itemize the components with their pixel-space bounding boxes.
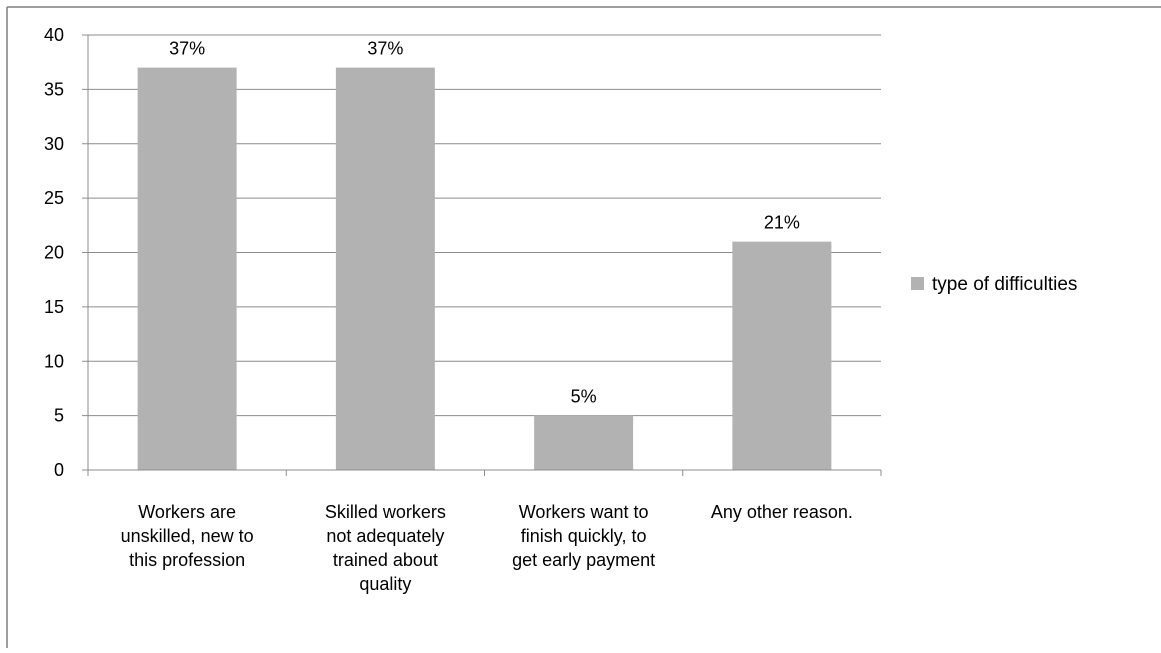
x-tick-label-line: finish quickly, to <box>521 526 647 546</box>
data-labels: 37% 37% 5% 21% <box>169 39 800 407</box>
legend-swatch <box>911 277 924 290</box>
x-tick-label-line: Skilled workers <box>325 502 446 522</box>
y-tick-label: 0 <box>54 460 64 480</box>
x-tick-label-line: Any other reason. <box>711 502 853 522</box>
data-label: 21% <box>764 213 800 233</box>
x-tick-label-line: unskilled, new to <box>121 526 254 546</box>
legend-label: type of difficulties <box>932 274 1077 295</box>
x-tick-labels: Workers are unskilled, new to this profess… <box>121 502 853 594</box>
y-tick-label: 5 <box>54 406 64 426</box>
legend: type of difficulties <box>911 274 1077 295</box>
x-tick-label-line: this profession <box>129 550 245 570</box>
y-tick-labels: 0 5 10 15 20 25 30 35 40 <box>44 25 64 480</box>
bar <box>335 67 435 470</box>
x-tick-label-line: Workers are <box>138 502 236 522</box>
x-tick-label: Workers want to finish quickly, to get ear… <box>512 502 655 570</box>
x-tick-label-line: quality <box>359 574 411 594</box>
data-label: 5% <box>571 387 597 407</box>
x-tick-label-line: not adequately <box>326 526 444 546</box>
axes <box>82 34 882 476</box>
y-tick-label: 40 <box>44 25 64 45</box>
bar <box>732 241 832 470</box>
data-label: 37% <box>367 39 403 59</box>
y-tick-label: 20 <box>44 243 64 263</box>
x-tick-label-line: Workers want to <box>519 502 649 522</box>
x-tick-label: Workers are unskilled, new to this profess… <box>121 502 254 570</box>
bar <box>137 67 237 470</box>
chart-frame <box>6 6 1161 648</box>
y-tick-label: 25 <box>44 188 64 208</box>
y-tick-label: 30 <box>44 134 64 154</box>
y-tick-label: 15 <box>44 297 64 317</box>
x-tick-label: Any other reason. <box>711 502 853 522</box>
y-tick-label: 35 <box>44 79 64 99</box>
data-label: 37% <box>169 39 205 59</box>
bar <box>534 415 634 470</box>
bars <box>137 67 832 470</box>
x-tick-label-line: get early payment <box>512 550 655 570</box>
x-tick-label: Skilled workers not adequately trained abo… <box>325 502 446 594</box>
y-tick-label: 10 <box>44 351 64 371</box>
x-tick-label-line: trained about <box>333 550 438 570</box>
